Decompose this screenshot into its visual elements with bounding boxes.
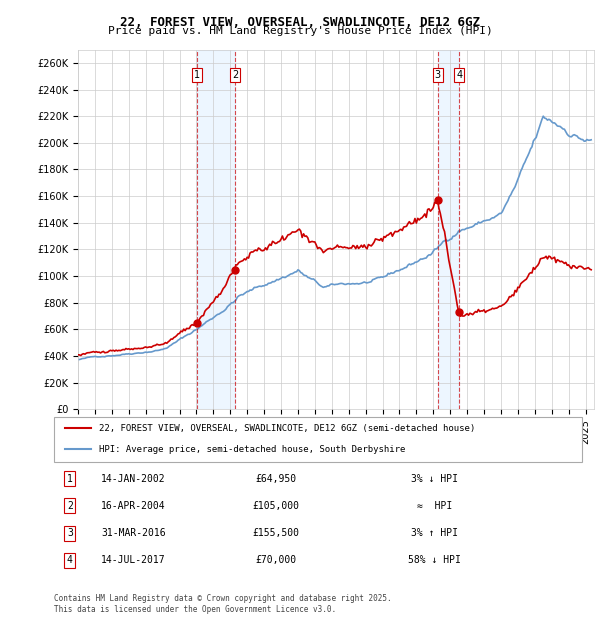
FancyBboxPatch shape (54, 417, 582, 462)
Text: 2: 2 (67, 501, 73, 511)
Text: 3: 3 (434, 70, 440, 80)
Text: 3% ↓ HPI: 3% ↓ HPI (410, 474, 458, 484)
Text: 14-JUL-2017: 14-JUL-2017 (101, 556, 166, 565)
Text: 22, FOREST VIEW, OVERSEAL, SWADLINCOTE, DE12 6GZ: 22, FOREST VIEW, OVERSEAL, SWADLINCOTE, … (120, 16, 480, 29)
Text: Contains HM Land Registry data © Crown copyright and database right 2025.
This d: Contains HM Land Registry data © Crown c… (54, 595, 392, 614)
Text: 3% ↑ HPI: 3% ↑ HPI (410, 528, 458, 538)
Text: £64,950: £64,950 (255, 474, 296, 484)
Text: 31-MAR-2016: 31-MAR-2016 (101, 528, 166, 538)
Bar (437, 50, 460, 409)
Text: £70,000: £70,000 (255, 556, 296, 565)
Text: 3: 3 (67, 528, 73, 538)
Text: HPI: Average price, semi-detached house, South Derbyshire: HPI: Average price, semi-detached house,… (99, 445, 405, 454)
Text: 1: 1 (67, 474, 73, 484)
Text: 16-APR-2004: 16-APR-2004 (101, 501, 166, 511)
Text: 4: 4 (456, 70, 463, 80)
Text: £105,000: £105,000 (252, 501, 299, 511)
Text: 22, FOREST VIEW, OVERSEAL, SWADLINCOTE, DE12 6GZ (semi-detached house): 22, FOREST VIEW, OVERSEAL, SWADLINCOTE, … (99, 424, 475, 433)
Text: £155,500: £155,500 (252, 528, 299, 538)
Text: 58% ↓ HPI: 58% ↓ HPI (408, 556, 461, 565)
Text: 2: 2 (232, 70, 238, 80)
Text: Price paid vs. HM Land Registry's House Price Index (HPI): Price paid vs. HM Land Registry's House … (107, 26, 493, 36)
Bar (197, 50, 235, 409)
Text: 4: 4 (67, 556, 73, 565)
Text: 14-JAN-2002: 14-JAN-2002 (101, 474, 166, 484)
Text: ≈  HPI: ≈ HPI (416, 501, 452, 511)
Text: 1: 1 (194, 70, 200, 80)
